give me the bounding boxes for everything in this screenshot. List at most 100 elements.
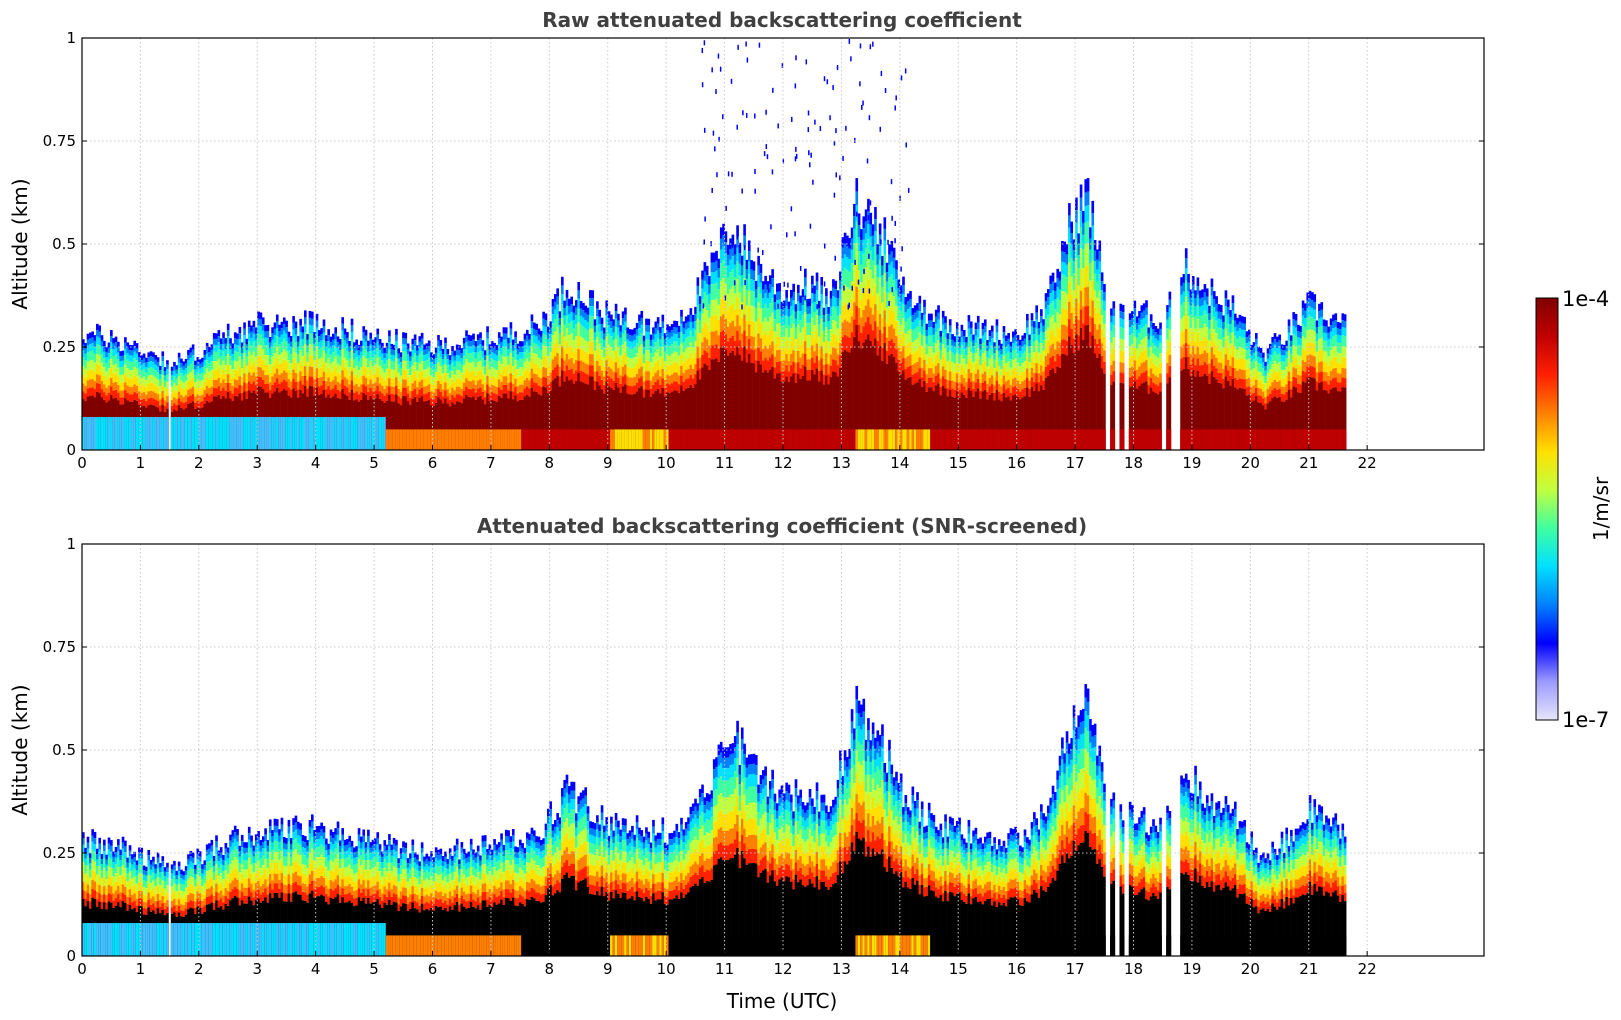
heatmap-column bbox=[850, 227, 854, 450]
heatmap-column bbox=[474, 341, 478, 450]
heatmap-column bbox=[757, 255, 760, 450]
heatmap-column bbox=[1147, 835, 1151, 956]
heatmap-column bbox=[911, 307, 915, 450]
heatmap-column bbox=[729, 743, 732, 956]
heatmap-column bbox=[759, 775, 763, 956]
heatmap-column bbox=[546, 808, 550, 956]
heatmap-column bbox=[299, 823, 302, 956]
heatmap-column bbox=[404, 332, 408, 450]
panel-raw: Raw attenuated backscattering coefficien… bbox=[8, 8, 1485, 472]
heatmap-column bbox=[626, 327, 630, 450]
heatmap-column bbox=[1044, 293, 1048, 450]
heatmap-column bbox=[603, 825, 606, 956]
heatmap-column bbox=[516, 847, 520, 956]
heatmap-column bbox=[395, 328, 398, 450]
heatmap-column bbox=[1273, 848, 1277, 956]
heatmap-column bbox=[156, 357, 160, 450]
heatmap-column bbox=[1259, 347, 1263, 450]
heatmap-column bbox=[1257, 346, 1260, 450]
heatmap-column bbox=[633, 327, 637, 450]
heatmap-column bbox=[1217, 304, 1221, 450]
heatmap-column bbox=[306, 840, 309, 956]
heatmap-column bbox=[1278, 848, 1282, 956]
heatmap-column bbox=[280, 817, 284, 956]
heatmap-column bbox=[1219, 304, 1223, 450]
heatmap-column bbox=[474, 852, 478, 956]
heatmap-column bbox=[593, 319, 597, 450]
heatmap-column bbox=[287, 331, 291, 450]
heatmap-column bbox=[661, 314, 665, 450]
heatmap-column bbox=[236, 333, 239, 450]
heatmap-column bbox=[909, 810, 912, 956]
heatmap-column bbox=[736, 720, 739, 956]
heatmap-column bbox=[1082, 210, 1085, 450]
heatmap-column bbox=[374, 337, 377, 450]
y-tick-label: 0.75 bbox=[43, 638, 76, 656]
heatmap-column bbox=[1138, 817, 1141, 956]
heatmap-column bbox=[490, 849, 494, 956]
heatmap-column bbox=[841, 776, 845, 956]
heatmap-column bbox=[91, 331, 94, 450]
heatmap-column bbox=[357, 828, 361, 956]
heatmap-column bbox=[460, 842, 464, 956]
heatmap-column bbox=[145, 866, 148, 956]
heatmap-column bbox=[794, 779, 798, 956]
y-tick-label: 1 bbox=[66, 535, 76, 553]
heatmap-column bbox=[504, 829, 508, 956]
heatmap-column bbox=[1019, 845, 1022, 956]
heatmap-column bbox=[310, 311, 314, 450]
heatmap-column bbox=[1147, 327, 1151, 450]
heatmap-column bbox=[320, 822, 323, 956]
heatmap-column bbox=[112, 338, 116, 450]
heatmap-column bbox=[535, 836, 538, 956]
heatmap-column bbox=[1215, 802, 1218, 956]
heatmap-column bbox=[703, 797, 707, 956]
heatmap-column bbox=[1180, 775, 1183, 956]
heatmap-column bbox=[619, 325, 623, 450]
heatmap-column bbox=[967, 819, 971, 956]
heatmap-column bbox=[577, 281, 581, 450]
heatmap-column bbox=[785, 782, 788, 956]
heatmap-column bbox=[726, 244, 730, 450]
heatmap-column bbox=[913, 305, 917, 450]
x-tick-label: 5 bbox=[369, 454, 379, 472]
heatmap-column bbox=[439, 339, 443, 450]
heatmap-column bbox=[729, 238, 732, 450]
heatmap-column bbox=[1156, 328, 1160, 450]
heatmap-column bbox=[1093, 240, 1097, 450]
heatmap-column bbox=[804, 805, 807, 956]
panel-screened: Attenuated backscattering coefficient (S… bbox=[8, 514, 1485, 1013]
heatmap-column bbox=[196, 357, 200, 450]
heatmap-column bbox=[934, 826, 938, 956]
heatmap-column bbox=[1196, 796, 1200, 956]
heatmap-column bbox=[916, 303, 919, 450]
heatmap-column bbox=[1247, 844, 1251, 956]
heatmap-column bbox=[469, 838, 473, 956]
heatmap-column bbox=[1283, 852, 1286, 956]
heatmap-column bbox=[1098, 745, 1102, 956]
heatmap-column bbox=[766, 796, 770, 956]
heatmap-column bbox=[462, 848, 466, 956]
x-tick-label: 9 bbox=[603, 454, 613, 472]
heatmap-column bbox=[542, 311, 545, 450]
heatmap-column bbox=[257, 831, 260, 956]
heatmap-column bbox=[1313, 799, 1317, 956]
heatmap-column bbox=[224, 338, 228, 450]
heatmap-column bbox=[680, 817, 683, 956]
heatmap-column bbox=[343, 328, 347, 450]
heatmap-column bbox=[691, 803, 695, 956]
heatmap-column bbox=[353, 847, 356, 956]
heatmap-column bbox=[808, 298, 812, 450]
heatmap-column bbox=[481, 340, 485, 450]
heatmap-column bbox=[1093, 723, 1097, 956]
heatmap-column bbox=[105, 346, 109, 450]
heatmap-column bbox=[1100, 762, 1104, 956]
heatmap-column bbox=[294, 815, 298, 956]
heatmap-column bbox=[902, 276, 905, 450]
heatmap-column bbox=[1049, 275, 1053, 450]
heatmap-column bbox=[201, 357, 204, 450]
heatmap-column bbox=[1004, 847, 1008, 956]
heatmap-column bbox=[621, 818, 625, 956]
heatmap-column bbox=[1334, 813, 1338, 956]
heatmap-column bbox=[1016, 334, 1020, 450]
